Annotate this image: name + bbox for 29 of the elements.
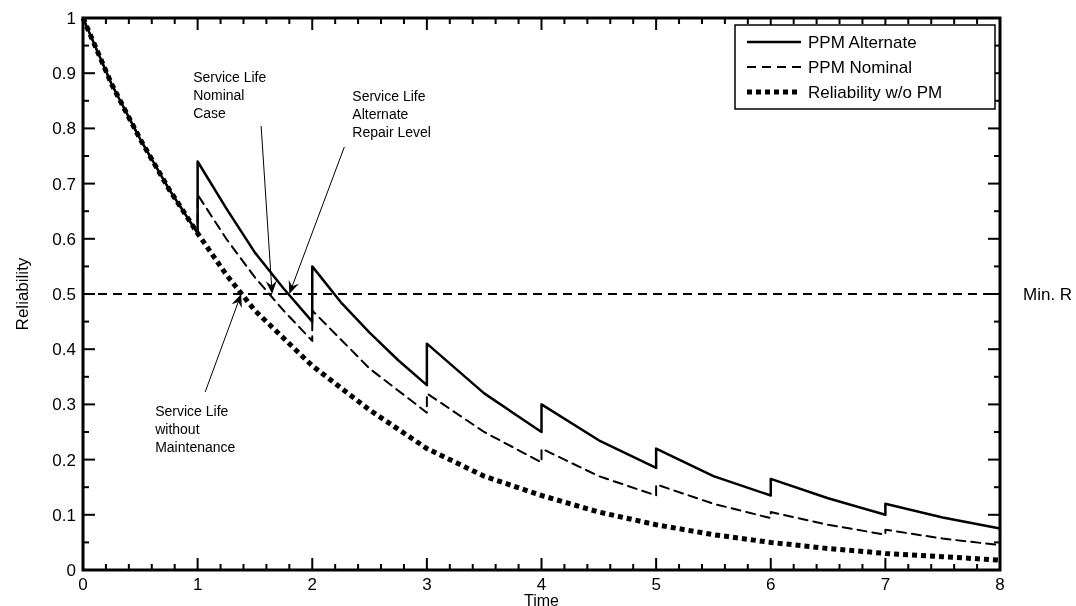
y-tick-label: 0.1: [52, 505, 76, 525]
y-tick-label: 0.3: [52, 395, 76, 415]
x-tick-label: 1: [192, 575, 203, 594]
ref-line-label: Min. R: [1023, 285, 1073, 304]
legend-label: Reliability w/o PM: [808, 83, 943, 102]
x-tick-label: 6: [766, 575, 776, 594]
y-tick-label: 0.9: [52, 64, 76, 84]
legend-label: PPM Alternate: [808, 33, 917, 52]
x-tick-label: 3: [422, 575, 432, 594]
y-tick-label: 0.4: [52, 340, 76, 360]
y-tick-label: 0.6: [52, 229, 76, 249]
x-tick-label: 0: [78, 575, 88, 594]
x-tick-label: 5: [651, 575, 661, 594]
x-axis-title: Time: [524, 592, 560, 606]
x-tick-label: 8: [995, 575, 1005, 594]
x-tick-label: 4: [536, 575, 547, 594]
x-tick-label: 2: [307, 575, 317, 594]
y-axis-title: Reliability: [13, 257, 32, 331]
legend-label: PPM Nominal: [808, 58, 912, 77]
y-tick-label: 0.5: [52, 285, 76, 304]
y-tick-label: 0.7: [52, 174, 76, 194]
y-tick-label: 1: [66, 9, 76, 28]
annotation: Service Life Nominal Case: [193, 69, 267, 121]
y-tick-label: 0: [66, 561, 76, 580]
x-tick-label: 7: [880, 575, 891, 594]
annotation: Service Life without Maintenance: [154, 403, 236, 455]
y-tick-label: 0.8: [52, 119, 76, 139]
annotation: Service Life Alternate Repair Level: [352, 88, 431, 140]
y-tick-label: 0.2: [52, 450, 76, 470]
